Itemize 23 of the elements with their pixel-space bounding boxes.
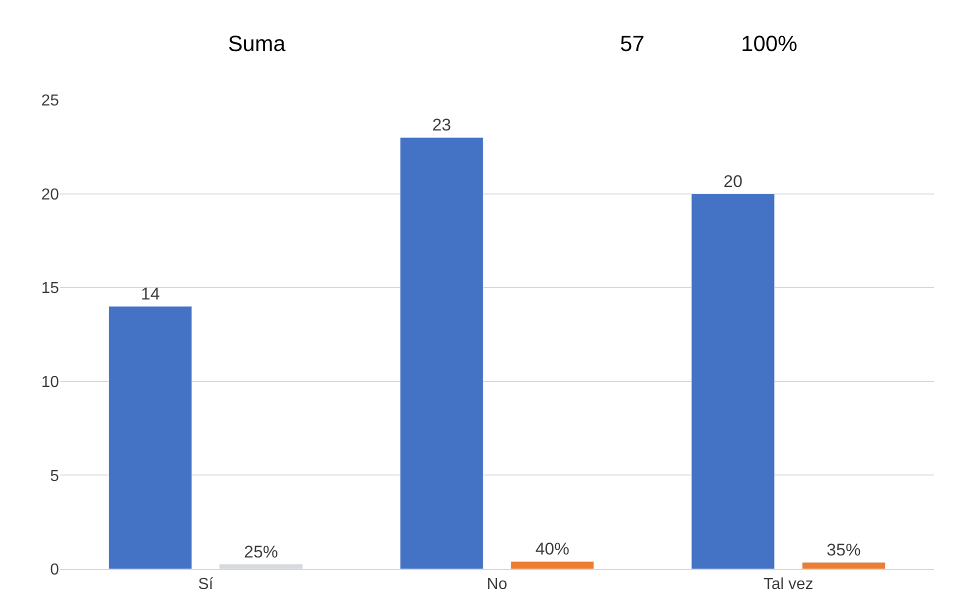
bar	[802, 562, 886, 569]
text: Suma	[228, 31, 286, 56]
y-tick-label: 20	[41, 186, 60, 204]
bar	[400, 137, 484, 569]
data-label: 20	[724, 172, 742, 191]
bar	[510, 561, 594, 569]
data-label: 23	[432, 116, 452, 135]
x-tick-label: Sí	[198, 576, 214, 594]
text: 100%	[741, 31, 798, 56]
data-label: 25%	[244, 542, 278, 562]
x-tick-label: Tal vez	[763, 576, 814, 594]
y-tick-label: 10	[41, 374, 60, 391]
bar	[108, 306, 192, 569]
x-tick-label: No	[486, 576, 508, 594]
data-label: 40%	[535, 540, 570, 558]
bar	[691, 194, 775, 569]
text: 57	[620, 31, 644, 56]
y-tick-label: 25	[41, 92, 60, 110]
y-tick-label: 15	[41, 280, 60, 298]
data-label: 14	[140, 284, 160, 304]
y-tick-label: 0	[50, 562, 60, 579]
data-label: 35%	[826, 540, 861, 560]
y-tick-label: 5	[50, 468, 60, 485]
